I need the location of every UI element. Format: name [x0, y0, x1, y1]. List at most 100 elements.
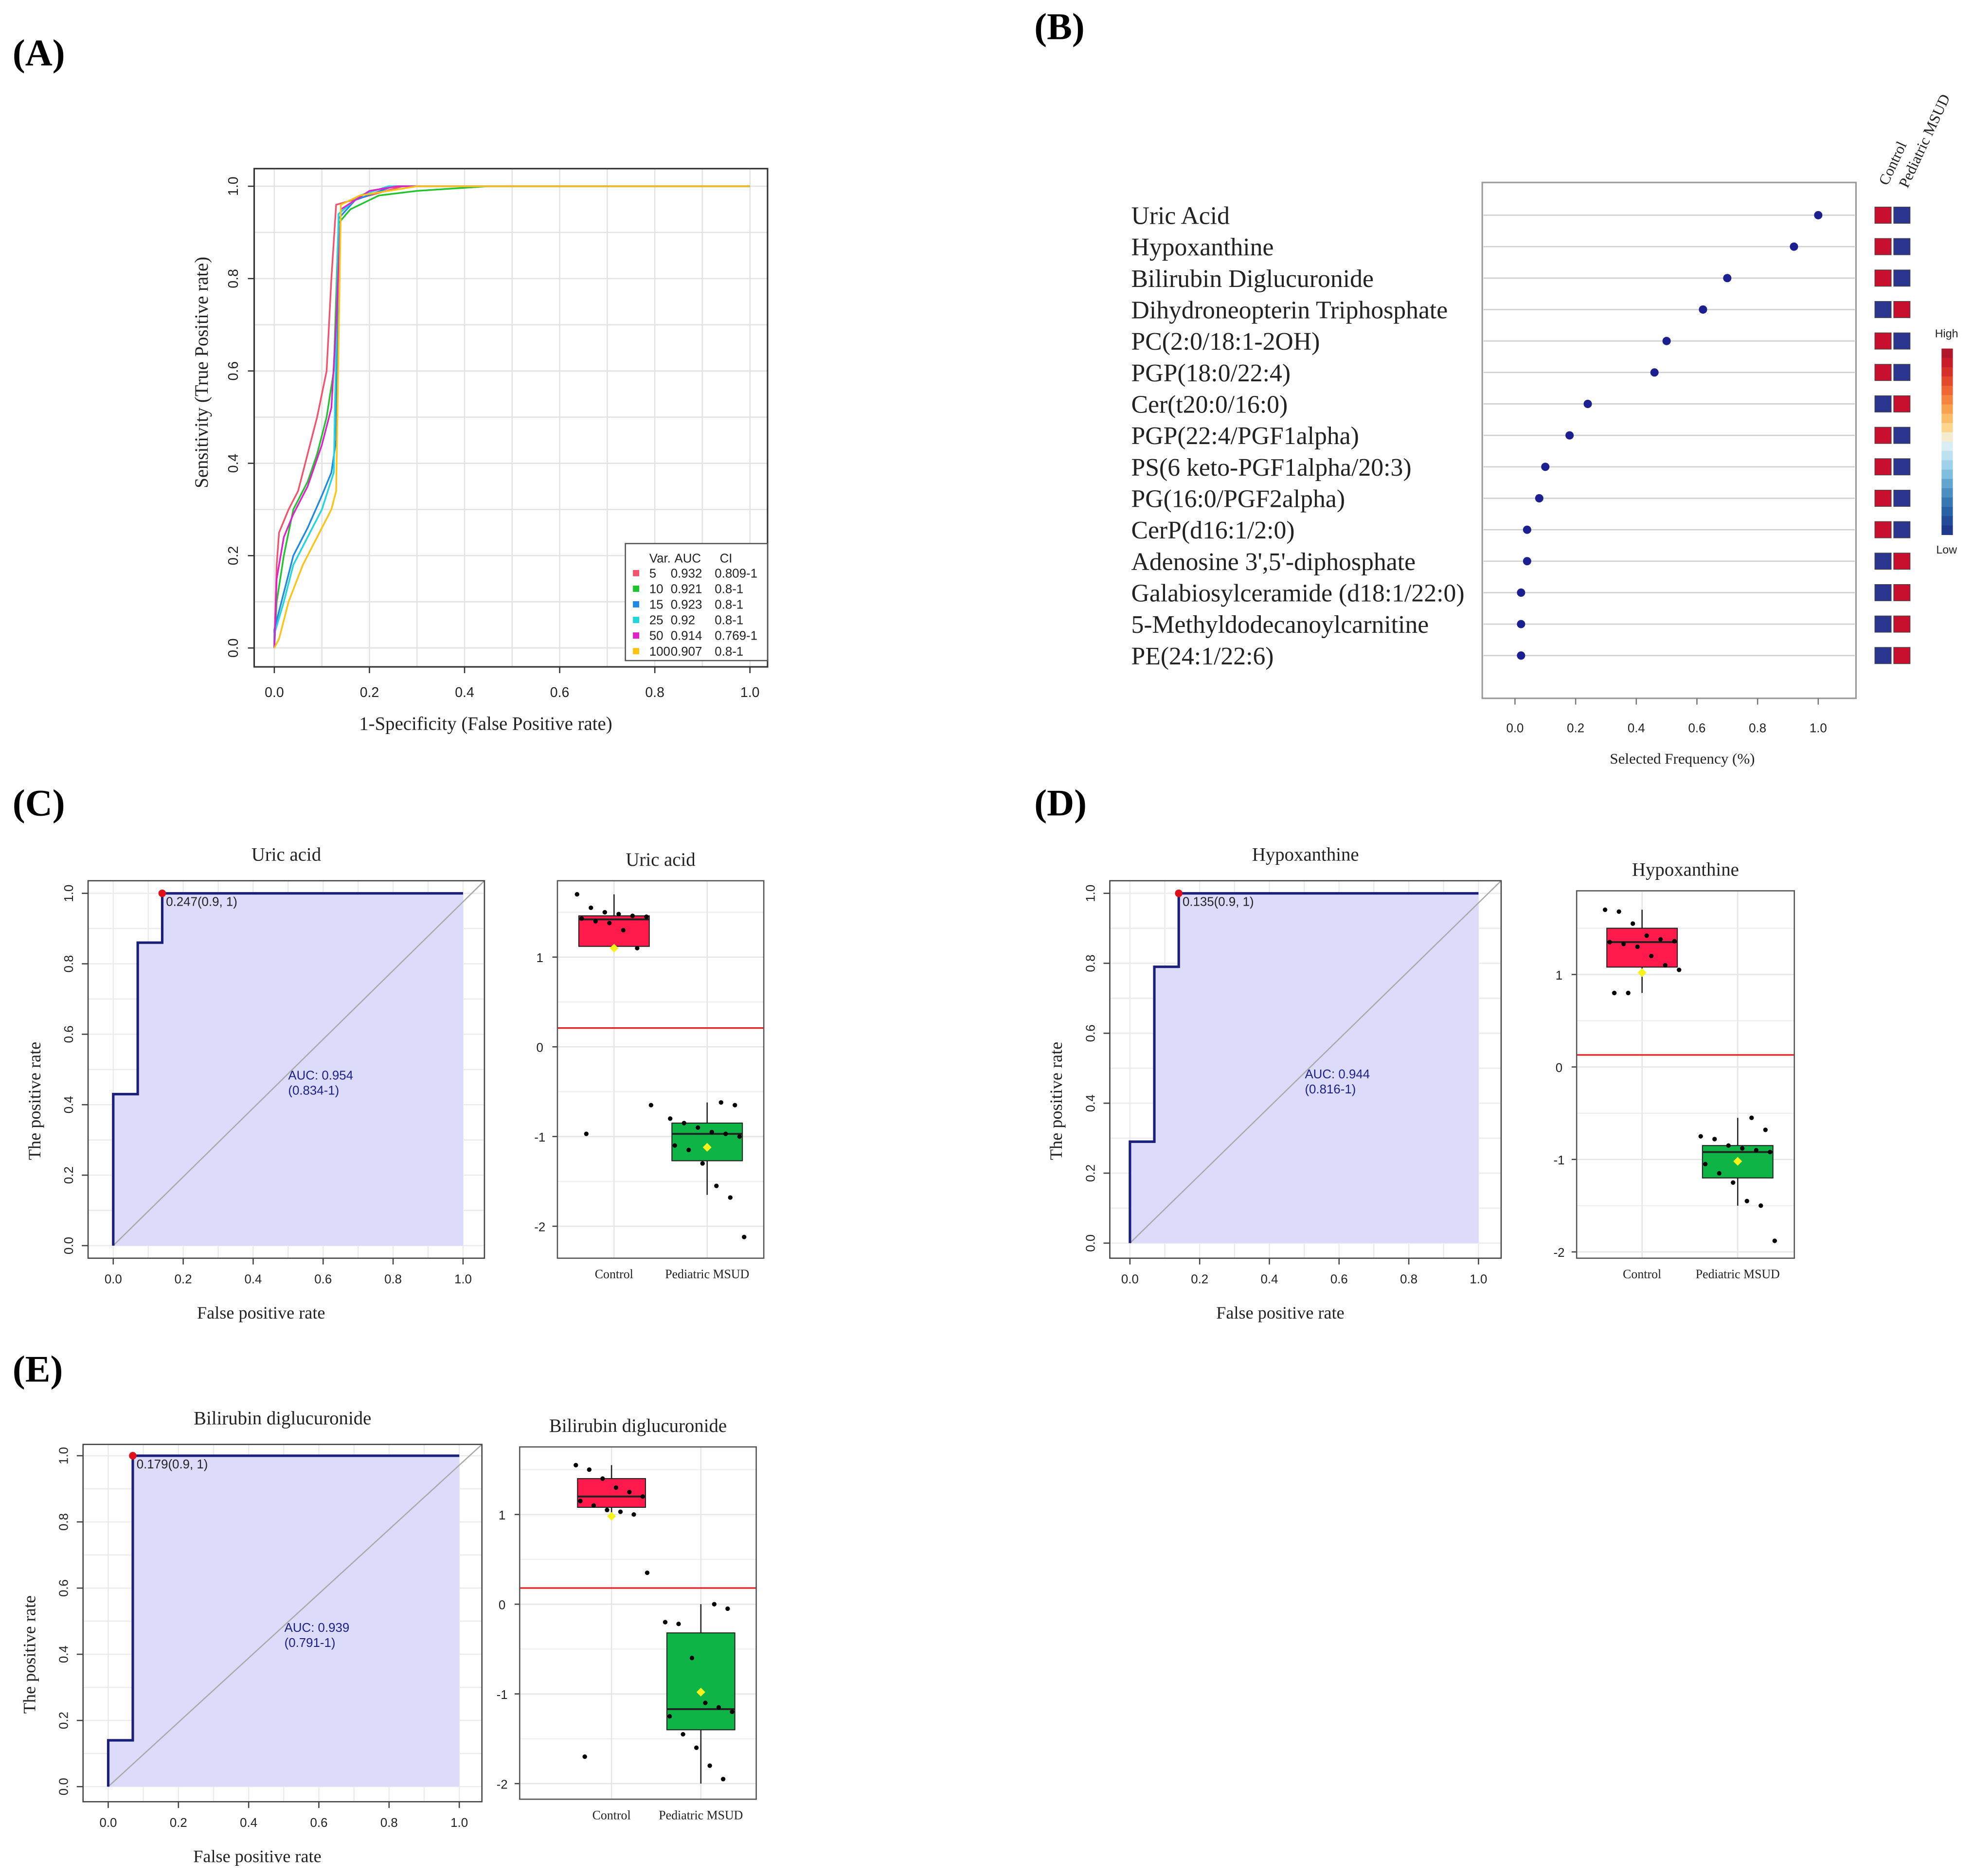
- data-point: [703, 1700, 708, 1705]
- plot-frame: [519, 1446, 757, 1800]
- data-point: [1658, 937, 1663, 942]
- y-tick-label: 1: [1556, 969, 1562, 983]
- colorbar-segment: [1941, 413, 1953, 424]
- data-point: [694, 1745, 699, 1750]
- chart-title: Bilirubin diglucuronide: [194, 1408, 371, 1429]
- category-label: Pediatric MSUD: [659, 1808, 743, 1822]
- y-tick-label: 0.6: [226, 361, 241, 381]
- data-point: [689, 1656, 695, 1661]
- x-tick-label: 1.0: [454, 1273, 472, 1286]
- legend-auc: 0.907: [671, 645, 702, 659]
- legend-auc: 0.921: [671, 582, 702, 596]
- x-tick-label: 0.0: [265, 685, 284, 700]
- x-tick-label: 1.0: [740, 685, 760, 700]
- legend-var: 50: [649, 629, 664, 643]
- heatmap-cell: [1874, 395, 1892, 412]
- legend-var: 5: [649, 567, 656, 580]
- heatmap-cell: [1874, 332, 1892, 350]
- data-point: [676, 1622, 681, 1626]
- frequency-point: [1541, 463, 1550, 471]
- frequency-point: [1565, 431, 1574, 440]
- data-point: [1726, 1143, 1731, 1148]
- category-label: Control: [595, 1267, 633, 1281]
- data-point: [681, 1732, 685, 1737]
- chart-title: Uric acid: [251, 844, 321, 865]
- colorbar-segment: [1941, 460, 1953, 470]
- colorbar-segment: [1941, 451, 1953, 461]
- frequency-point: [1523, 557, 1531, 566]
- data-point: [635, 946, 640, 951]
- heatmap-cell: [1893, 332, 1911, 350]
- feature-label: Cer(t20:0/16:0): [1131, 391, 1288, 419]
- data-point: [648, 1103, 654, 1108]
- y-tick-label: 0.0: [1084, 1234, 1097, 1252]
- auc-ci-label: (0.791-1): [285, 1636, 336, 1650]
- data-point: [613, 1485, 618, 1490]
- diagonal-reference-line: [1129, 880, 1502, 1244]
- frequency-point: [1523, 525, 1531, 534]
- x-tick-label: 0.8: [1749, 722, 1766, 735]
- feature-label: Adenosine 3',5'-diphosphate: [1131, 548, 1416, 576]
- data-point: [631, 1512, 636, 1517]
- data-point: [584, 1131, 589, 1136]
- y-tick-label: 0.4: [226, 454, 241, 473]
- data-point: [1772, 1238, 1777, 1243]
- category-label: Pediatric MSUD: [1696, 1267, 1780, 1281]
- data-point: [607, 921, 612, 926]
- panel-label-d: (D): [1034, 782, 1087, 823]
- legend-auc: 0.92: [671, 614, 695, 627]
- y-tick-label: 1.0: [57, 1447, 71, 1465]
- x-tick-label: 0.6: [1330, 1273, 1348, 1286]
- data-point: [1612, 990, 1617, 996]
- feature-label: PGP(22:4/PGF1alpha): [1131, 422, 1359, 450]
- colorbar-segment: [1941, 507, 1953, 517]
- chart-title: Hypoxanthine: [1632, 859, 1739, 880]
- data-point: [730, 1709, 735, 1715]
- heatmap-cell: [1874, 489, 1892, 507]
- chart-title: Bilirubin diglucuronide: [549, 1415, 727, 1436]
- plot-frame: [82, 1444, 483, 1803]
- y-tick-label: -2: [534, 1220, 545, 1234]
- data-point: [1758, 1203, 1763, 1208]
- y-tick-label: 0.4: [62, 1096, 76, 1113]
- legend-swatch: [633, 601, 640, 607]
- x-tick-label: 0.4: [240, 1816, 257, 1830]
- data-point: [591, 1503, 596, 1508]
- category-label: Pediatric MSUD: [665, 1267, 749, 1281]
- heatmap-cell: [1874, 364, 1892, 381]
- colorbar-segment: [1941, 442, 1953, 451]
- legend-swatch: [633, 648, 640, 655]
- data-point: [1712, 1137, 1717, 1142]
- data-point: [720, 1777, 726, 1782]
- x-axis-label: Selected Frequency (%): [1610, 750, 1755, 767]
- data-point: [1649, 953, 1654, 959]
- auc-label: AUC: 0.954: [288, 1069, 353, 1083]
- box-1: [671, 1122, 743, 1161]
- data-point: [1754, 1148, 1758, 1153]
- colorbar-segment: [1941, 525, 1953, 535]
- data-point: [1744, 1198, 1749, 1203]
- data-point: [1768, 1149, 1773, 1155]
- y-tick-label: 1.0: [226, 177, 241, 196]
- x-tick-label: 1.0: [1470, 1273, 1487, 1286]
- frequency-point: [1517, 620, 1525, 628]
- data-point: [1677, 967, 1682, 972]
- y-tick-label: -2: [497, 1778, 508, 1791]
- legend-ci: 0.769-1: [715, 629, 757, 643]
- data-point: [589, 905, 593, 911]
- mean-marker: [1637, 968, 1647, 977]
- feature-label: Galabiosylceramide (d18:1/22:0): [1131, 580, 1464, 607]
- plot-frame: [1481, 181, 1857, 699]
- data-point: [667, 1714, 672, 1719]
- y-tick-label: 0.4: [57, 1645, 71, 1663]
- y-axis-label: The positive rate: [25, 1042, 44, 1160]
- frequency-point: [1517, 651, 1525, 660]
- y-tick-label: 1: [499, 1509, 505, 1522]
- x-tick-label: 0.6: [314, 1273, 332, 1286]
- data-point: [1703, 1161, 1708, 1166]
- x-tick-label: 0.4: [455, 685, 474, 700]
- frequency-point: [1662, 337, 1671, 345]
- frequency-point: [1535, 494, 1543, 502]
- data-point: [1763, 1127, 1768, 1132]
